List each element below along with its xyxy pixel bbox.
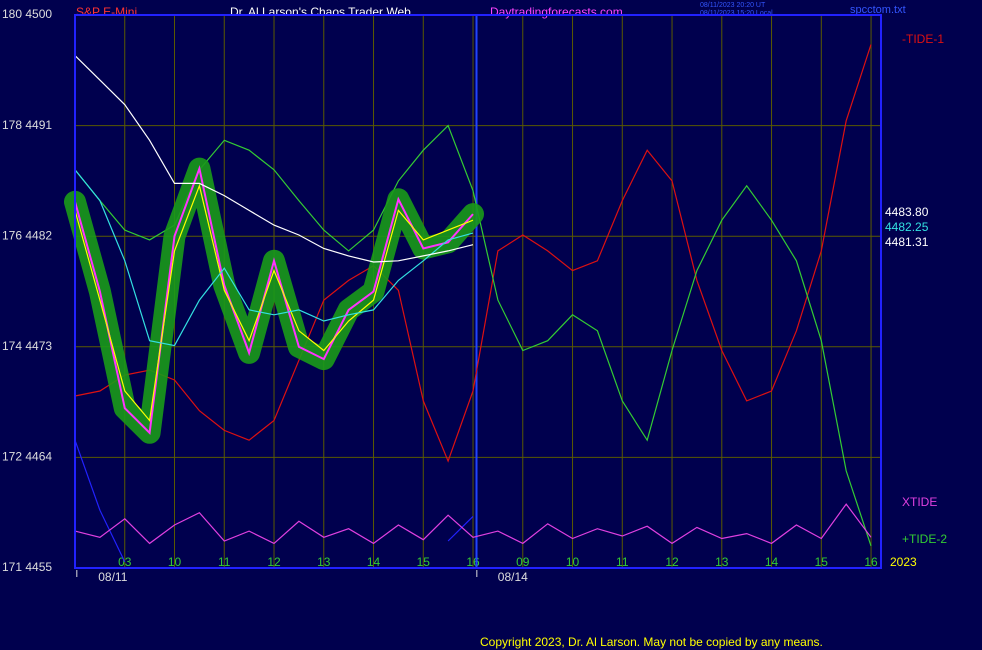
chart-title: Dr. Al Larson's Chaos Trader Web xyxy=(230,5,411,19)
x-tick-label: 14 xyxy=(367,555,381,569)
x-tick-label: 14 xyxy=(765,555,779,569)
year: 2023 xyxy=(890,555,917,569)
site: Daytradingforecasts.com xyxy=(490,5,623,19)
x-tick-label: 09 xyxy=(516,555,530,569)
series-line xyxy=(74,439,126,563)
instrument: S&P E-Mini xyxy=(76,5,137,19)
series-line xyxy=(74,503,872,545)
y-tick-label: 174 4473 xyxy=(2,339,52,353)
date-label: 08/14 xyxy=(498,570,528,584)
copyright: Copyright 2023, Dr. Al Larson. May not b… xyxy=(480,635,823,649)
x-tick-label: 10 xyxy=(168,555,182,569)
y-tick-label: 176 4482 xyxy=(2,228,52,242)
timestamp: 08/11/2023 15:20 Local xyxy=(700,10,773,17)
series-line xyxy=(74,55,474,263)
y-tick-label: 171 4455 xyxy=(2,560,52,574)
x-tick-label: 16 xyxy=(864,555,878,569)
date-label: 08/11 xyxy=(98,570,127,584)
x-tick-label: 15 xyxy=(815,555,829,569)
end-value-label: 4482.25 xyxy=(885,220,929,234)
x-tick-label: 13 xyxy=(715,555,729,569)
plot-area: 171 4455 172 4464 174 4473 176 4482 178 4491… xyxy=(2,7,947,584)
series-line xyxy=(74,124,872,547)
x-tick-label: 12 xyxy=(665,555,679,569)
legend-label: -TIDE-1 xyxy=(902,32,944,46)
y-tick-label: 180 4500 xyxy=(2,7,52,21)
end-value-label: 4481.31 xyxy=(885,235,929,249)
x-tick-label: 12 xyxy=(267,555,281,569)
legend-label: +TIDE-2 xyxy=(902,532,947,546)
x-tick-label: 10 xyxy=(566,555,580,569)
x-tick-label: 11 xyxy=(616,555,629,569)
series-line xyxy=(74,169,474,347)
series-line xyxy=(447,515,474,542)
series-line xyxy=(74,183,474,422)
legend-label: XTIDE xyxy=(902,495,937,509)
x-tick-label: 13 xyxy=(317,555,331,569)
end-value-label: 4483.80 xyxy=(885,205,929,219)
y-tick-label: 172 4464 xyxy=(2,450,52,464)
x-tick-label: 15 xyxy=(417,555,431,569)
x-tick-label: 03 xyxy=(118,555,132,569)
x-tick-label: 11 xyxy=(218,555,231,569)
y-tick-label: 178 4491 xyxy=(2,118,52,132)
series-line xyxy=(74,44,872,463)
plot-frame xyxy=(74,14,882,569)
timestamp: 08/11/2023 20:20 UT xyxy=(700,2,766,9)
file-name: spcctom.txt xyxy=(850,4,906,16)
series-line xyxy=(74,165,474,435)
